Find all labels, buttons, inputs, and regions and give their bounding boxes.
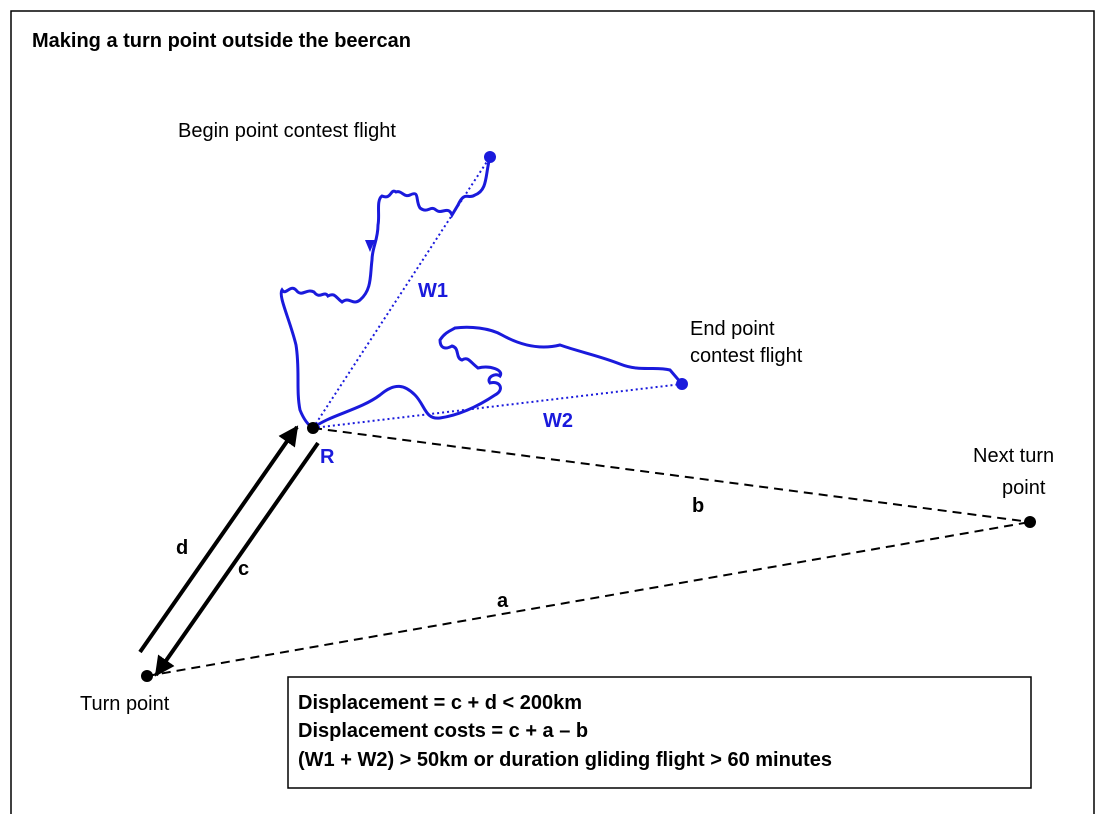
label-end: End point bbox=[690, 318, 775, 340]
arrow-c bbox=[154, 441, 320, 677]
point-next bbox=[1024, 516, 1036, 528]
formula: Displacement costs = c + a – b bbox=[298, 720, 588, 742]
label-a: a bbox=[497, 590, 509, 612]
formula: (W1 + W2) > 50km or duration gliding fli… bbox=[298, 749, 832, 771]
point-r bbox=[307, 422, 319, 434]
leg-w1 bbox=[312, 156, 491, 429]
point-turn bbox=[141, 670, 153, 682]
label-turn: Turn point bbox=[80, 693, 170, 715]
label-w2: W2 bbox=[543, 410, 573, 432]
formula-box bbox=[287, 676, 1032, 789]
label-next: Next turn bbox=[973, 445, 1054, 467]
label-d: d bbox=[176, 537, 188, 559]
formula: Displacement = c + d < 200km bbox=[298, 692, 582, 714]
arrow-d bbox=[138, 425, 299, 654]
title: Making a turn point outside the beercan bbox=[32, 30, 411, 52]
track-arrow bbox=[365, 240, 375, 252]
label-next: point bbox=[1002, 477, 1046, 499]
label-w1: W1 bbox=[418, 280, 448, 302]
point-end bbox=[676, 378, 688, 390]
leg-b bbox=[312, 427, 1031, 523]
frame bbox=[10, 10, 1095, 814]
track-in bbox=[312, 325, 684, 430]
point-begin bbox=[484, 151, 496, 163]
label-b: b bbox=[692, 495, 704, 517]
label-c: c bbox=[238, 558, 249, 580]
label-r: R bbox=[320, 446, 335, 468]
track-out bbox=[279, 156, 492, 430]
leg-w2 bbox=[312, 383, 683, 429]
label-begin: Begin point contest flight bbox=[178, 120, 396, 142]
leg-a bbox=[146, 521, 1031, 677]
label-end: contest flight bbox=[690, 345, 803, 367]
